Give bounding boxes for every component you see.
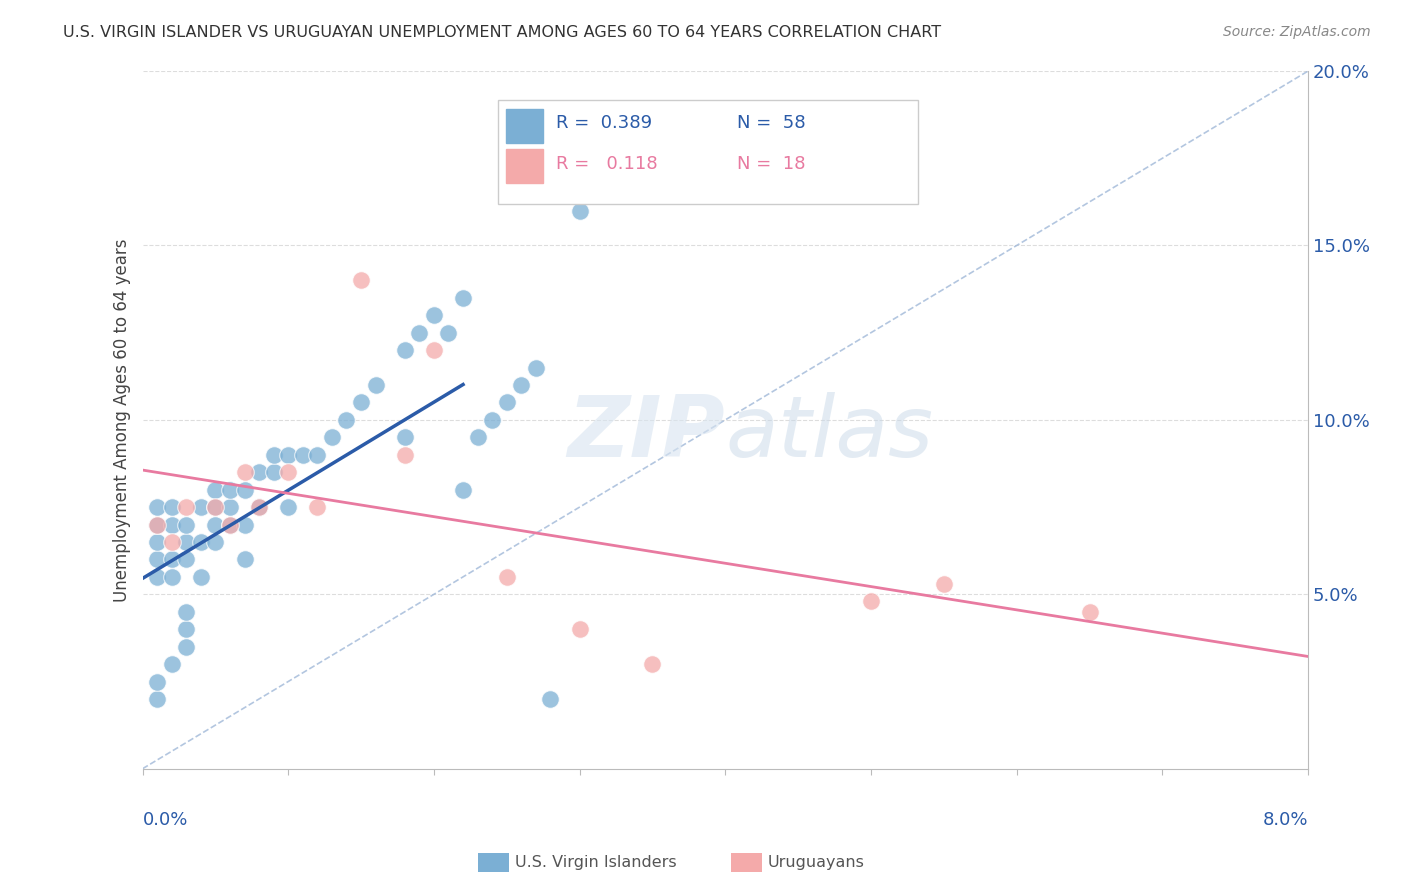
Point xyxy=(364,378,387,392)
Point xyxy=(510,378,533,392)
Point xyxy=(641,657,664,671)
Bar xyxy=(506,110,544,143)
Bar xyxy=(506,149,544,183)
Point xyxy=(146,570,169,584)
Point xyxy=(146,535,169,549)
Point xyxy=(1078,605,1101,619)
Point xyxy=(568,203,591,218)
Point xyxy=(219,517,242,532)
Point xyxy=(932,577,955,591)
Point xyxy=(423,308,446,322)
Point xyxy=(277,465,299,479)
Text: atlas: atlas xyxy=(725,392,934,475)
Point xyxy=(146,552,169,566)
Point xyxy=(204,483,226,497)
Point xyxy=(423,343,446,358)
Point xyxy=(247,500,270,515)
Point xyxy=(160,570,183,584)
Point xyxy=(277,448,299,462)
Point xyxy=(247,500,270,515)
Point xyxy=(233,552,256,566)
Point xyxy=(160,552,183,566)
FancyBboxPatch shape xyxy=(498,101,918,203)
Point xyxy=(174,622,197,636)
Text: Source: ZipAtlas.com: Source: ZipAtlas.com xyxy=(1223,25,1371,39)
Text: 8.0%: 8.0% xyxy=(1263,811,1308,829)
Point xyxy=(174,552,197,566)
Point xyxy=(467,430,489,444)
Point xyxy=(598,169,620,183)
Point xyxy=(247,465,270,479)
Point xyxy=(146,674,169,689)
Point xyxy=(233,517,256,532)
Text: U.S. VIRGIN ISLANDER VS URUGUAYAN UNEMPLOYMENT AMONG AGES 60 TO 64 YEARS CORRELA: U.S. VIRGIN ISLANDER VS URUGUAYAN UNEMPL… xyxy=(63,25,942,40)
Point xyxy=(146,692,169,706)
Point xyxy=(307,500,329,515)
Point xyxy=(233,465,256,479)
Point xyxy=(277,500,299,515)
Point xyxy=(394,343,416,358)
Point xyxy=(524,360,547,375)
Point xyxy=(146,500,169,515)
Point xyxy=(263,465,285,479)
Point xyxy=(174,535,197,549)
Point xyxy=(146,517,169,532)
Point xyxy=(190,535,212,549)
Point xyxy=(204,535,226,549)
Point xyxy=(859,594,882,608)
Point xyxy=(451,291,474,305)
Point xyxy=(219,500,242,515)
Text: R =   0.118: R = 0.118 xyxy=(557,155,658,173)
Point xyxy=(451,483,474,497)
Text: Uruguayans: Uruguayans xyxy=(768,855,865,870)
Point xyxy=(174,517,197,532)
Point xyxy=(335,413,357,427)
Point xyxy=(204,517,226,532)
Point xyxy=(190,500,212,515)
Point xyxy=(190,570,212,584)
Y-axis label: Unemployment Among Ages 60 to 64 years: Unemployment Among Ages 60 to 64 years xyxy=(114,238,131,601)
Point xyxy=(219,483,242,497)
Point xyxy=(321,430,343,444)
Point xyxy=(174,640,197,654)
Point xyxy=(437,326,460,340)
Point xyxy=(408,326,430,340)
Point xyxy=(263,448,285,462)
Text: 0.0%: 0.0% xyxy=(142,811,188,829)
Text: N =  58: N = 58 xyxy=(737,114,806,132)
Point xyxy=(394,430,416,444)
Point xyxy=(495,395,517,409)
Text: ZIP: ZIP xyxy=(568,392,725,475)
Text: N =  18: N = 18 xyxy=(737,155,806,173)
Point xyxy=(307,448,329,462)
Point xyxy=(495,570,517,584)
Point xyxy=(233,483,256,497)
Point xyxy=(291,448,314,462)
Point xyxy=(394,448,416,462)
Point xyxy=(350,395,373,409)
Point xyxy=(160,517,183,532)
Point xyxy=(174,605,197,619)
Point xyxy=(568,622,591,636)
Text: U.S. Virgin Islanders: U.S. Virgin Islanders xyxy=(515,855,676,870)
Point xyxy=(481,413,503,427)
Point xyxy=(350,273,373,287)
Point xyxy=(204,500,226,515)
Point xyxy=(160,535,183,549)
Point xyxy=(146,517,169,532)
Text: R =  0.389: R = 0.389 xyxy=(557,114,652,132)
Point xyxy=(204,500,226,515)
Point xyxy=(174,500,197,515)
Point xyxy=(219,517,242,532)
Point xyxy=(160,657,183,671)
Point xyxy=(160,500,183,515)
Point xyxy=(540,692,562,706)
